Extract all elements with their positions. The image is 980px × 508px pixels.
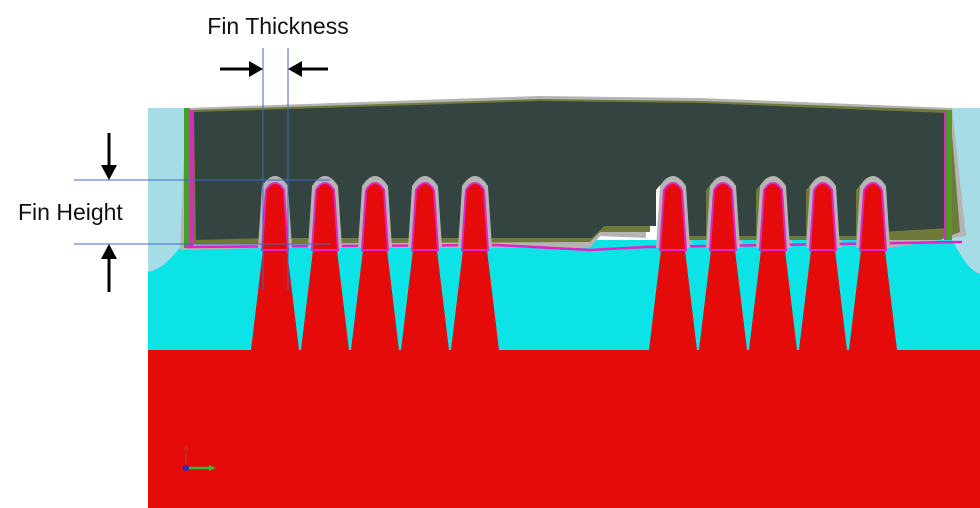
fin-body bbox=[649, 200, 697, 350]
fin-body bbox=[401, 200, 449, 350]
fin-cap bbox=[310, 182, 340, 251]
fin-cap bbox=[808, 182, 838, 251]
dimension-arrows bbox=[101, 61, 328, 292]
substrate bbox=[148, 348, 980, 508]
fin-cap bbox=[658, 182, 688, 251]
fin-body bbox=[749, 200, 797, 350]
dimension-lines bbox=[74, 48, 330, 290]
fin-height-label: Fin Height bbox=[18, 199, 123, 225]
fin-height-arrow-up bbox=[101, 244, 117, 292]
fin-cap bbox=[410, 182, 440, 251]
left-green-liner bbox=[184, 108, 190, 248]
fin-cap bbox=[460, 182, 490, 251]
fin-thickness-arrow-left bbox=[220, 61, 263, 77]
axis-triad-icon bbox=[183, 443, 216, 471]
fin-body bbox=[699, 200, 747, 350]
left-edge-spacer bbox=[148, 108, 186, 272]
bottom-magenta-liner bbox=[185, 240, 963, 252]
fin-body bbox=[251, 200, 299, 350]
fin-thickness-arrow-right bbox=[288, 61, 328, 77]
fin-height-arrow-down bbox=[101, 133, 117, 180]
fin-cap bbox=[708, 182, 738, 251]
fin-body bbox=[849, 200, 897, 350]
fin-cap bbox=[758, 182, 788, 251]
right-green-liner bbox=[946, 110, 952, 240]
fin-body bbox=[451, 200, 499, 350]
fin-cap bbox=[360, 182, 390, 251]
fin-body bbox=[351, 200, 399, 350]
fin-body bbox=[301, 200, 349, 350]
fin-caps bbox=[258, 176, 890, 251]
fins bbox=[251, 200, 897, 350]
fin-cap bbox=[858, 182, 888, 251]
fin-cap bbox=[260, 182, 290, 251]
fin-thickness-label: Fin Thickness bbox=[207, 13, 348, 39]
right-magenta-liner bbox=[944, 112, 946, 240]
left-magenta-liner bbox=[190, 110, 193, 248]
fin-body bbox=[799, 200, 847, 350]
gate-stack bbox=[180, 96, 966, 252]
